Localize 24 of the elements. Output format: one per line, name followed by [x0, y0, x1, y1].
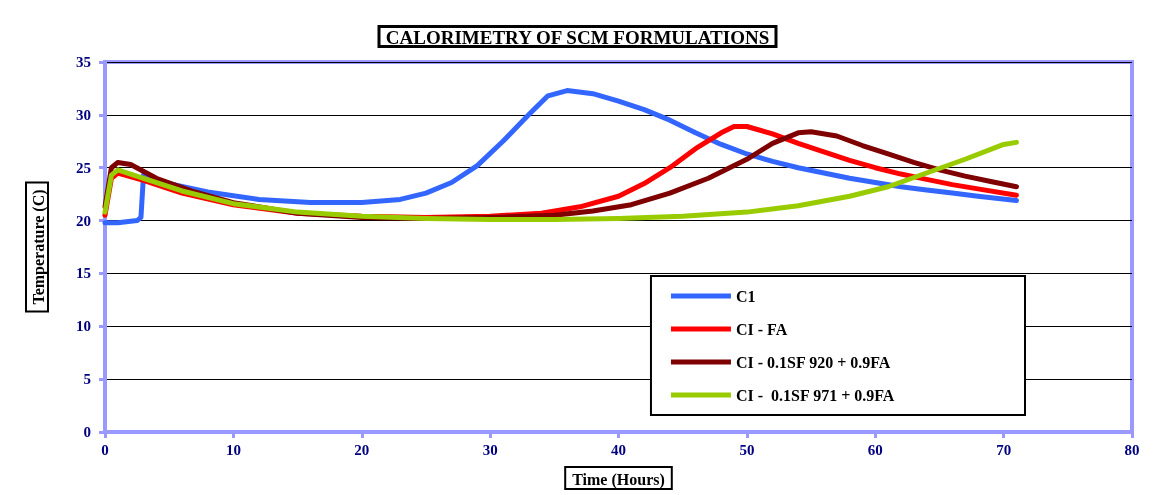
y-tick-label: 15	[76, 265, 91, 282]
y-tick-label: 5	[83, 371, 91, 388]
x-tick-label: 10	[225, 441, 241, 458]
y-tick-label: 35	[76, 54, 91, 70]
x-tick-label: 20	[354, 441, 370, 458]
x-tick-label: 30	[482, 441, 498, 458]
y-axis-title: Temperature (C)	[29, 189, 48, 305]
x-tick-label: 70	[996, 441, 1012, 458]
y-tick-label: 0	[83, 424, 91, 440]
x-tick-label: 0	[101, 441, 109, 458]
chart-title: CALORIMETRY OF SCM FORMULATIONS	[385, 27, 770, 48]
y-tick-label: 30	[76, 106, 91, 123]
x-tick-label: 40	[611, 441, 626, 458]
x-axis-title: Time (Hours)	[572, 470, 665, 489]
y-tick-label: 10	[76, 318, 91, 335]
legend-label: CI - 0.1SF 920 + 0.9FA	[735, 353, 891, 371]
y-tick-label: 25	[76, 159, 91, 176]
legend-label: C1	[735, 287, 756, 305]
x-tick-label: 50	[739, 441, 755, 458]
legend-label: CI - FA	[735, 320, 788, 338]
legend-label: CI - 0.1SF 971 + 0.9FA	[735, 386, 895, 404]
x-tick-label: 60	[867, 441, 883, 458]
x-tick-label: 80	[1124, 441, 1140, 458]
y-tick-label: 20	[76, 212, 91, 229]
